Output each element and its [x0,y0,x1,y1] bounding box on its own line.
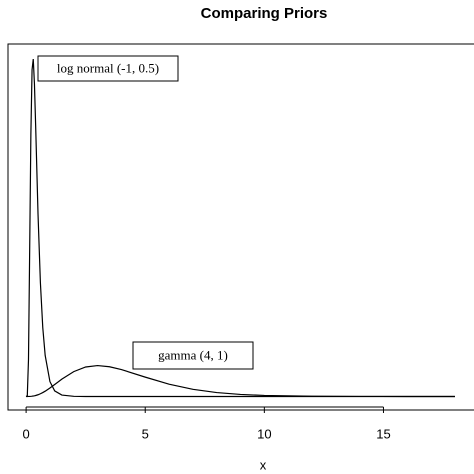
x-tick-label: 10 [257,426,271,441]
x-tick-label: 5 [142,426,149,441]
annotation: log normal (-1, 0.5) [57,60,159,75]
density-line [25,58,455,398]
annotation: gamma (4, 1) [158,347,228,362]
x-axis-label: x [260,457,267,472]
density-line [26,364,455,398]
chart-title: Comparing Priors [201,5,328,22]
x-tick-label: 15 [376,426,390,441]
plot-frame [7,43,474,411]
annotation-box [37,55,179,82]
x-tick-label: 0 [22,426,29,441]
annotation-box [132,341,254,370]
